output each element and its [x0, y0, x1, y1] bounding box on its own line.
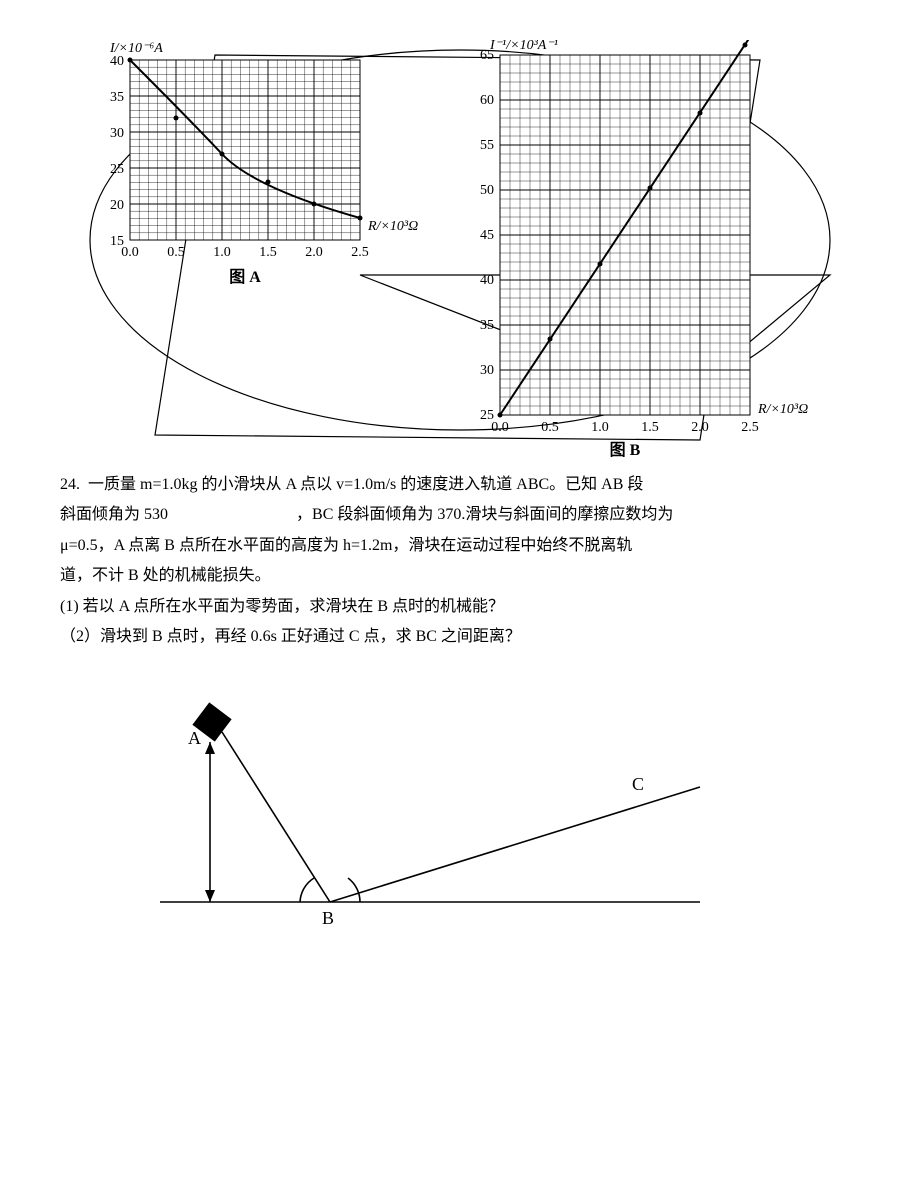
problem-number: 24. — [60, 476, 80, 493]
ytick: 30 — [480, 363, 494, 378]
chart-a: 40 35 30 25 20 15 0.0 0.5 1.0 1.5 2.0 2.… — [109, 41, 418, 286]
chart-a-xlabel: R/×10³Ω — [367, 219, 418, 234]
xtick: 0.0 — [491, 420, 509, 435]
label-c: C — [632, 774, 644, 794]
chart-b-xlabel: R/×10³Ω — [757, 402, 808, 417]
chart-b-xticks: 0.0 0.5 1.0 1.5 2.0 2.5 — [491, 420, 759, 435]
label-a: A — [188, 728, 201, 748]
problem-line3: μ=0.5，A 点离 B 点所在水平面的高度为 h=1.2m，滑块在运动过程中始… — [60, 531, 860, 561]
arrow-up-icon — [205, 742, 215, 754]
incline-ab — [222, 732, 330, 902]
diagram-lines — [160, 732, 700, 902]
problem-line1: 一质量 m=1.0kg 的小滑块从 A 点以 v=1.0m/s 的速度进入轨道 … — [88, 476, 643, 493]
ytick: 40 — [480, 273, 494, 288]
problem-text: 24. 一质量 m=1.0kg 的小滑块从 A 点以 v=1.0m/s 的速度进… — [60, 470, 860, 652]
figure-svg: 40 35 30 25 20 15 0.0 0.5 1.0 1.5 2.0 2.… — [60, 40, 860, 470]
chart-a-caption: 图 A — [229, 268, 261, 286]
ytick: 55 — [480, 138, 494, 153]
problem-line2a: 斜面倾角为 530 — [60, 506, 168, 523]
ytick: 20 — [110, 198, 124, 213]
xtick: 2.0 — [305, 245, 323, 260]
diagram-svg: A B C — [60, 672, 860, 952]
incline-diagram: A B C — [60, 672, 860, 952]
arrow-down-icon — [205, 890, 215, 902]
ytick: 35 — [110, 90, 124, 105]
ytick: 35 — [480, 318, 494, 333]
chart-b: 65 60 55 50 45 40 35 30 25 0.0 0.5 1.0 1… — [480, 40, 808, 459]
chart-a-grid — [130, 60, 360, 240]
angle-ab-arc — [300, 878, 314, 902]
chart-b-caption: 图 B — [610, 441, 641, 459]
xtick: 2.5 — [741, 420, 759, 435]
problem-q1: (1) 若以 A 点所在水平面为零势面，求滑块在 B 点时的机械能？ — [60, 592, 860, 622]
xtick: 0.5 — [541, 420, 559, 435]
xtick: 1.0 — [591, 420, 609, 435]
ytick: 60 — [480, 93, 494, 108]
chart-b-ylabel: I⁻¹/×10³A⁻¹ — [489, 40, 558, 53]
page-root: 40 35 30 25 20 15 0.0 0.5 1.0 1.5 2.0 2.… — [0, 0, 920, 1012]
xtick: 0.0 — [121, 245, 139, 260]
problem-line4: 道，不计 B 处的机械能损失。 — [60, 561, 860, 591]
chart-b-yticks: 65 60 55 50 45 40 35 30 25 — [480, 48, 494, 423]
figure-area: 40 35 30 25 20 15 0.0 0.5 1.0 1.5 2.0 2.… — [60, 40, 860, 460]
ytick: 30 — [110, 126, 124, 141]
ytick: 40 — [110, 54, 124, 69]
problem-q2: （2）滑块到 B 点时，再经 0.6s 正好通过 C 点，求 BC 之间距离？ — [60, 622, 860, 652]
xtick: 1.5 — [259, 245, 277, 260]
xtick: 1.5 — [641, 420, 659, 435]
chart-a-yticks: 40 35 30 25 20 15 — [110, 54, 124, 249]
ytick: 45 — [480, 228, 494, 243]
xtick: 2.5 — [351, 245, 369, 260]
xtick: 2.0 — [691, 420, 709, 435]
angle-bc-arc — [348, 878, 360, 902]
xtick: 0.5 — [167, 245, 185, 260]
chart-a-xticks: 0.0 0.5 1.0 1.5 2.0 2.5 — [121, 245, 369, 260]
problem-line2b: ，BC 段斜面倾角为 370.滑块与斜面间的摩擦应数均为 — [296, 506, 673, 523]
chart-a-ylabel: I/×10⁻⁶A — [109, 41, 163, 56]
xtick: 1.0 — [213, 245, 231, 260]
label-b: B — [322, 908, 334, 928]
ytick: 50 — [480, 183, 494, 198]
ytick: 25 — [110, 162, 124, 177]
incline-bc — [330, 787, 700, 902]
